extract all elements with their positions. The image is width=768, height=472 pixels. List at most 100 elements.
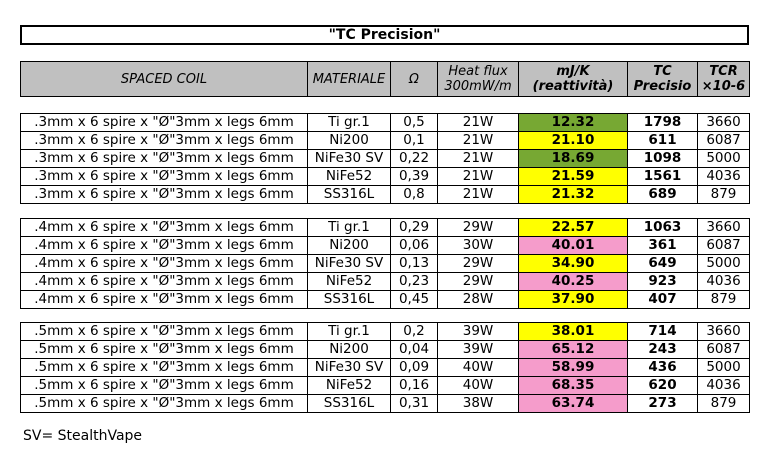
ohm-cell: 0,31 [390, 394, 438, 413]
heat-cell: 40W [437, 376, 519, 395]
title: "TC Precision" [20, 25, 749, 45]
heat-cell: 30W [437, 236, 519, 255]
tc-cell: 273 [627, 394, 698, 413]
tcr-cell: 4036 [697, 376, 750, 395]
mjk-cell: 21.59 [518, 167, 628, 186]
material-cell: Ni200 [307, 340, 391, 359]
ohm-cell: 0,06 [390, 236, 438, 255]
ohm-cell: 0,23 [390, 272, 438, 291]
tcr-cell: 5000 [697, 358, 750, 377]
coil-cell: .5mm x 6 spire x "Ø"3mm x legs 6mm [20, 340, 308, 359]
coil-cell: .4mm x 6 spire x "Ø"3mm x legs 6mm [20, 218, 308, 237]
ohm-cell: 0,39 [390, 167, 438, 186]
material-cell: Ti gr.1 [307, 113, 391, 132]
coil-cell: .3mm x 6 spire x "Ø"3mm x legs 6mm [20, 113, 308, 132]
heat-cell: 39W [437, 340, 519, 359]
mjk-cell: 12.32 [518, 113, 628, 132]
tcr-cell: 3660 [697, 113, 750, 132]
heat-cell: 29W [437, 272, 519, 291]
ohm-cell: 0,8 [390, 185, 438, 204]
mjk-cell: 37.90 [518, 290, 628, 309]
ohm-cell: 0,09 [390, 358, 438, 377]
heat-cell: 28W [437, 290, 519, 309]
material-cell: NiFe52 [307, 167, 391, 186]
ohm-cell: 0,2 [390, 322, 438, 341]
header-cell: MATERIALE [307, 61, 391, 97]
mjk-cell: 40.01 [518, 236, 628, 255]
mjk-cell: 58.99 [518, 358, 628, 377]
tc-cell: 1561 [627, 167, 698, 186]
material-cell: NiFe52 [307, 376, 391, 395]
tcr-cell: 6087 [697, 340, 750, 359]
tc-cell: 361 [627, 236, 698, 255]
header-cell: SPACED COIL [20, 61, 308, 97]
coil-cell: .3mm x 6 spire x "Ø"3mm x legs 6mm [20, 149, 308, 168]
ohm-cell: 0,29 [390, 218, 438, 237]
tc-cell: 649 [627, 254, 698, 273]
tc-cell: 1798 [627, 113, 698, 132]
tcr-cell: 4036 [697, 272, 750, 291]
coil-cell: .4mm x 6 spire x "Ø"3mm x legs 6mm [20, 272, 308, 291]
coil-cell: .3mm x 6 spire x "Ø"3mm x legs 6mm [20, 167, 308, 186]
mjk-cell: 38.01 [518, 322, 628, 341]
tcr-cell: 5000 [697, 149, 750, 168]
tcr-cell: 3660 [697, 218, 750, 237]
mjk-cell: 40.25 [518, 272, 628, 291]
mjk-cell: 18.69 [518, 149, 628, 168]
coil-cell: .5mm x 6 spire x "Ø"3mm x legs 6mm [20, 358, 308, 377]
heat-cell: 21W [437, 113, 519, 132]
material-cell: Ni200 [307, 131, 391, 150]
tc-cell: 714 [627, 322, 698, 341]
tcr-cell: 879 [697, 290, 750, 309]
heat-cell: 21W [437, 131, 519, 150]
header-cell: Heat flux 300mW/m [437, 61, 519, 97]
heat-cell: 21W [437, 185, 519, 204]
heat-cell: 38W [437, 394, 519, 413]
heat-cell: 21W [437, 149, 519, 168]
material-cell: NiFe30 SV [307, 358, 391, 377]
header-cell: Ω [390, 61, 438, 97]
tc-cell: 620 [627, 376, 698, 395]
heat-cell: 40W [437, 358, 519, 377]
coil-cell: .4mm x 6 spire x "Ø"3mm x legs 6mm [20, 290, 308, 309]
material-cell: NiFe30 SV [307, 149, 391, 168]
coil-cell: .5mm x 6 spire x "Ø"3mm x legs 6mm [20, 322, 308, 341]
tc-cell: 1098 [627, 149, 698, 168]
tcr-cell: 6087 [697, 236, 750, 255]
ohm-cell: 0,16 [390, 376, 438, 395]
coil-cell: .5mm x 6 spire x "Ø"3mm x legs 6mm [20, 394, 308, 413]
mjk-cell: 68.35 [518, 376, 628, 395]
ohm-cell: 0,04 [390, 340, 438, 359]
tc-cell: 923 [627, 272, 698, 291]
mjk-cell: 34.90 [518, 254, 628, 273]
ohm-cell: 0,5 [390, 113, 438, 132]
coil-cell: .4mm x 6 spire x "Ø"3mm x legs 6mm [20, 254, 308, 273]
material-cell: Ti gr.1 [307, 322, 391, 341]
heat-cell: 39W [437, 322, 519, 341]
tcr-cell: 879 [697, 394, 750, 413]
material-cell: SS316L [307, 394, 391, 413]
header-cell: mJ/K (reattività) [518, 61, 628, 97]
footnote: SV= StealthVape [23, 428, 143, 444]
heat-cell: 29W [437, 254, 519, 273]
tcr-cell: 879 [697, 185, 750, 204]
header-cell: TC Precisio [627, 61, 698, 97]
coil-cell: .5mm x 6 spire x "Ø"3mm x legs 6mm [20, 376, 308, 395]
material-cell: NiFe52 [307, 272, 391, 291]
ohm-cell: 0,45 [390, 290, 438, 309]
ohm-cell: 0,13 [390, 254, 438, 273]
coil-cell: .3mm x 6 spire x "Ø"3mm x legs 6mm [20, 185, 308, 204]
ohm-cell: 0,1 [390, 131, 438, 150]
tcr-cell: 3660 [697, 322, 750, 341]
tc-cell: 436 [627, 358, 698, 377]
tc-cell: 611 [627, 131, 698, 150]
mjk-cell: 65.12 [518, 340, 628, 359]
tcr-cell: 4036 [697, 167, 750, 186]
mjk-cell: 22.57 [518, 218, 628, 237]
tc-cell: 689 [627, 185, 698, 204]
material-cell: Ti gr.1 [307, 218, 391, 237]
tcr-cell: 6087 [697, 131, 750, 150]
tc-cell: 1063 [627, 218, 698, 237]
material-cell: SS316L [307, 290, 391, 309]
